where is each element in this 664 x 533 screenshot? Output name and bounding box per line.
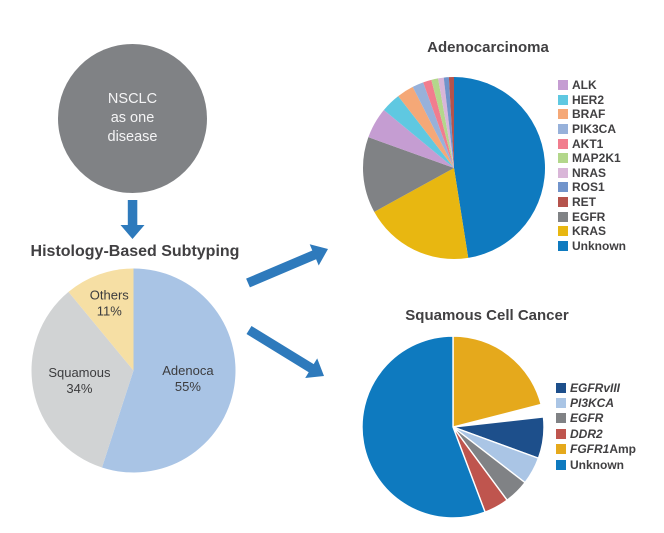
- nsclc-circle-line-1: NSCLC: [107, 91, 158, 107]
- adeno-slice-ret: [448, 77, 454, 168]
- squamous-legend-item-egfr: EGFR: [556, 411, 636, 426]
- histology-label-pct-adenoca: 55%: [175, 379, 201, 394]
- adeno-legend-label-nras: NRAS: [572, 165, 607, 180]
- adeno-legend-label-alk: ALK: [572, 78, 597, 93]
- adeno-legend-label-her2: HER2: [572, 92, 605, 107]
- adeno-legend-swatch-alk: [558, 80, 568, 91]
- histology-label-name-adenoca: Adenoca: [162, 363, 214, 378]
- squamous-legend-label-pi3kca: PI3KCA: [570, 396, 615, 411]
- squamous-legend-label-unknown: Unknown: [570, 457, 624, 472]
- squamous-legend-label-egfr: EGFR: [570, 411, 604, 426]
- adeno-legend-item-braf: BRAF: [558, 107, 626, 122]
- squamous-legend-item-unknown: Unknown: [556, 457, 636, 472]
- adeno-legend-swatch-map2k1: [558, 153, 568, 164]
- adeno-legend-label-map2k1: MAP2K1: [572, 151, 621, 166]
- adenocarcinoma-pie-chart: [363, 77, 546, 260]
- adenocarcinoma-legend: ALK HER2 BRAF PIK3CA AKT1 MAP2K1 NRAS ROS1 RET EG…: [558, 78, 626, 253]
- adeno-legend-swatch-kras: [558, 226, 568, 237]
- adeno-slice-her2: [383, 96, 454, 168]
- squamous-legend-swatch-egfrviii: [556, 382, 566, 393]
- squamous-legend-item-ddr2: DDR2: [556, 426, 636, 441]
- arrow-to-adenocarcinoma: [246, 244, 328, 288]
- histology-slice-squamous: [31, 291, 134, 468]
- adeno-legend-label-ret: RET: [572, 195, 596, 210]
- histology-label-name-others: Others: [90, 287, 130, 302]
- adeno-slice-akt1: [423, 79, 454, 168]
- adeno-slice-egfr: [363, 137, 454, 212]
- squamous-cell-cancer-title: Squamous Cell Cancer: [405, 307, 569, 324]
- histology-label-pct-squamous: 34%: [66, 381, 92, 396]
- squamous-legend: EGFRvIII PI3KCA EGFR DDR2 FGFR1 Amp Unknown: [556, 380, 636, 472]
- histology-label-pct-others: 11%: [97, 303, 122, 318]
- adeno-legend-swatch-ros1: [558, 182, 568, 193]
- adeno-slice-kras: [374, 168, 469, 260]
- histology-label-name-squamous: Squamous: [48, 365, 111, 380]
- adeno-legend-label-kras: KRAS: [572, 224, 607, 239]
- histology-slice-adenoca: [101, 268, 236, 473]
- adeno-legend-item-ret: RET: [558, 195, 626, 210]
- squamous-legend-label-egfrviii: EGFRvIII: [570, 380, 621, 395]
- adeno-legend-item-ros1: ROS1: [558, 180, 626, 195]
- squamous-legend-label-ddr2: DDR2: [570, 426, 603, 441]
- adeno-legend-swatch-egfr: [558, 211, 568, 222]
- nsclc-circle: NSCLC as one disease: [58, 44, 207, 193]
- adeno-slice-braf: [398, 86, 454, 168]
- adeno-legend-label-unknown: Unknown: [572, 238, 626, 253]
- nsclc-circle-line-2: as one: [110, 110, 155, 126]
- adeno-legend-swatch-akt1: [558, 138, 568, 149]
- down-arrow: [120, 200, 145, 239]
- adeno-slice-map2k1: [431, 78, 454, 168]
- adeno-legend-swatch-pik3ca: [558, 124, 568, 135]
- adeno-legend-swatch-her2: [558, 94, 568, 105]
- arrow-to-squamous-cancer: [246, 326, 324, 378]
- adeno-slice-alk: [368, 109, 454, 168]
- adeno-legend-item-pik3ca: PIK3CA: [558, 122, 626, 137]
- squamous-legend-label-fgfr1-amp: FGFR1: [570, 442, 610, 457]
- squamous-legend-item-pi3kca: PI3KCA: [556, 395, 636, 410]
- squamous-legend-swatch-unknown: [556, 459, 566, 470]
- squamous-legend-item-egfrviii: EGFRvIII: [556, 380, 636, 395]
- squamous-slice-fgfr1-amp: [452, 335, 543, 428]
- adeno-legend-item-akt1: AKT1: [558, 136, 626, 151]
- squamous-pie-chart: [361, 335, 545, 519]
- nsclc-circle-line-3: disease: [107, 129, 158, 145]
- adeno-legend-item-alk: ALK: [558, 78, 626, 93]
- adeno-legend-swatch-ret: [558, 197, 568, 208]
- adeno-legend-item-map2k1: MAP2K1: [558, 151, 626, 166]
- histology-slice-others: [68, 268, 134, 371]
- histology-subtyping-title: Histology-Based Subtyping: [30, 243, 240, 260]
- adeno-legend-item-her2: HER2: [558, 93, 626, 108]
- adeno-legend-swatch-unknown: [558, 240, 568, 251]
- squamous-legend-swatch-fgfr1-amp: [556, 444, 566, 455]
- adeno-legend-label-pik3ca: PIK3CA: [572, 122, 617, 137]
- adeno-slice-ros1: [443, 77, 454, 168]
- squamous-legend-swatch-pi3kca: [556, 398, 566, 409]
- adeno-legend-label-ros1: ROS1: [572, 180, 605, 195]
- adeno-legend-label-egfr: EGFR: [572, 209, 606, 224]
- adenocarcinoma-title: Adenocarcinoma: [427, 39, 549, 56]
- squamous-legend-swatch-ddr2: [556, 428, 566, 439]
- adeno-legend-item-kras: KRAS: [558, 224, 626, 239]
- adeno-legend-swatch-nras: [558, 167, 568, 178]
- adeno-legend-label-braf: BRAF: [572, 107, 606, 122]
- adeno-legend-swatch-braf: [558, 109, 568, 120]
- adeno-slice-nras: [438, 77, 454, 168]
- adeno-legend-item-unknown: Unknown: [558, 239, 626, 254]
- adeno-legend-label-akt1: AKT1: [572, 136, 604, 151]
- adeno-slice-pik3ca: [412, 82, 454, 168]
- adeno-legend-item-nras: NRAS: [558, 166, 626, 181]
- squamous-legend-swatch-egfr: [556, 413, 566, 424]
- squamous-legend-item-fgfr1-amp: FGFR1 Amp: [556, 442, 636, 457]
- squamous-legend-label-suffix-fgfr1-amp: Amp: [609, 442, 637, 457]
- adeno-legend-item-egfr: EGFR: [558, 209, 626, 224]
- adeno-slice-unknown: [454, 77, 546, 258]
- squamous-slice-unknown: [361, 335, 486, 519]
